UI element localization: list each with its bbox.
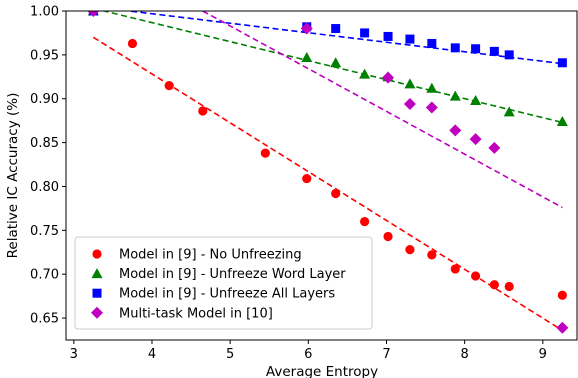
data-point [449, 90, 461, 101]
data-point [404, 78, 416, 89]
y-axis-label: Relative IC Accuracy (%) [5, 93, 21, 259]
data-point [556, 116, 568, 127]
data-point [503, 106, 515, 117]
x-axis-label: Average Entropy [266, 364, 378, 378]
data-point [403, 97, 416, 110]
axes: 3 4 5 6 7 8 9 0.65 0.70 0.75 0.80 0.85 0.90 0.95 1.00 [30, 5, 547, 363]
data-point [127, 38, 138, 49]
data-point [450, 264, 460, 274]
plot-inner [87, 11, 569, 334]
legend-marker [91, 306, 103, 319]
legend-label: Model in [9] - Unfreeze All Layers [119, 287, 335, 302]
data-point [427, 38, 437, 48]
x-tick-label: 7 [382, 347, 390, 362]
legend-box [74, 236, 373, 330]
trend-line-4 [202, 11, 563, 209]
x-tick-label: 5 [226, 347, 234, 362]
data-point [302, 173, 312, 184]
data-point [360, 28, 370, 38]
legend: Model in [9] - No Unfreezing Model in [9]… [74, 236, 373, 330]
data-point [449, 124, 462, 137]
data-point [87, 11, 100, 17]
data-point [471, 44, 481, 54]
legend-marker [91, 268, 103, 279]
data-point [470, 94, 482, 105]
data-point [425, 101, 438, 114]
trend-line-1 [92, 36, 563, 332]
series-3 [88, 11, 567, 68]
x-tick-label: 6 [304, 347, 312, 362]
data-point [359, 68, 371, 79]
data-point [383, 231, 393, 242]
data-point [556, 321, 569, 334]
data-point [504, 281, 514, 292]
data-point [360, 216, 370, 227]
data-point [450, 43, 460, 53]
data-point [300, 22, 313, 35]
legend-label: Model in [9] - No Unfreezing [119, 248, 302, 263]
plot-area [87, 11, 569, 334]
x-tick-label: 8 [461, 347, 469, 362]
data-point [383, 31, 393, 41]
data-point [331, 188, 341, 199]
x-tick-label: 9 [539, 347, 547, 362]
data-point [198, 106, 208, 116]
y-tick-label: 0.85 [30, 136, 59, 151]
data-point [504, 50, 514, 60]
data-point [260, 148, 270, 158]
legend-label: Model in [9] - Unfreeze Word Layer [119, 267, 346, 282]
y-tick-label: 0.65 [30, 312, 59, 327]
data-point [469, 133, 482, 146]
x-tick-label: 4 [148, 347, 156, 362]
data-point [488, 141, 501, 154]
legend-marker [92, 288, 102, 298]
data-point [427, 250, 437, 260]
legend-label: Multi-task Model in [10] [119, 306, 273, 321]
y-tick-label: 0.70 [30, 268, 59, 283]
data-point [301, 51, 313, 62]
data-point [164, 80, 174, 91]
y-tick-label: 0.90 [30, 92, 59, 107]
data-point [405, 245, 415, 255]
y-tick-label: 0.95 [30, 48, 59, 63]
trend-line-2 [100, 11, 563, 124]
y-tick-label: 0.75 [30, 224, 59, 239]
data-point [557, 290, 567, 300]
data-point [405, 34, 415, 44]
data-point [489, 280, 499, 290]
y-tick-label: 1.00 [30, 5, 59, 20]
legend-marker [92, 249, 102, 259]
trend-line-3 [122, 11, 563, 65]
data-point [426, 82, 438, 93]
data-point [330, 57, 342, 68]
data-point [489, 46, 499, 56]
data-point [557, 58, 567, 68]
data-point [382, 71, 395, 84]
data-point [331, 24, 341, 34]
plot-frame [65, 10, 578, 341]
y-tick-label: 0.80 [30, 180, 59, 195]
series-4 [87, 11, 569, 334]
data-point [471, 271, 481, 281]
x-tick-label: 3 [70, 347, 78, 362]
